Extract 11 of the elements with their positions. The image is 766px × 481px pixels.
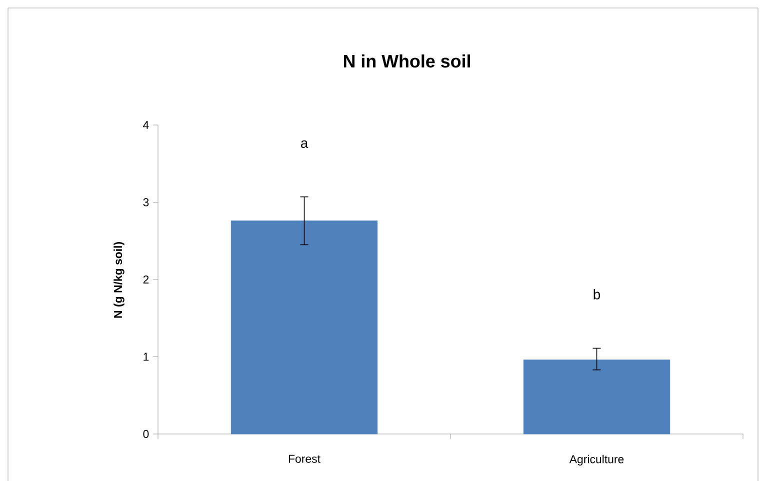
y-tick-label: 0 [143,430,149,438]
y-tick-label: 1 [144,352,149,361]
x-tick-label: Forest [288,454,320,463]
y-axis-title: N (g N/kg soil) [114,242,124,318]
y-tick-label: 2 [143,275,149,284]
y-tick-label: 4 [143,121,149,129]
annotation: b [594,289,600,300]
x-tick-label: Agriculture [569,454,624,466]
chart-title: N in Whole soil [344,54,470,68]
y-tick-label: 3 [143,198,149,206]
annotation: a [300,140,308,148]
